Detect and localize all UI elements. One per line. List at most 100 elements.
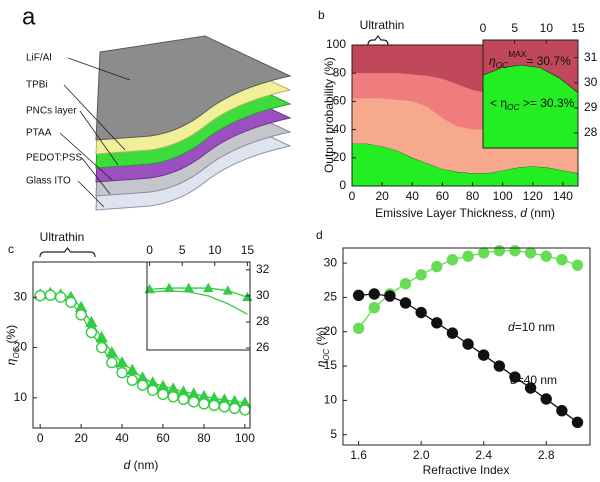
- x-tick-label: 60: [436, 189, 450, 203]
- leader: [63, 84, 126, 151]
- text-part: >= 30.3%: [520, 96, 575, 110]
- x-tick-label: 20: [74, 431, 88, 445]
- y-tick-label: 30: [584, 75, 598, 89]
- text-part: (%): [314, 327, 328, 349]
- x-tick-label: 120: [523, 189, 543, 203]
- text-part: η: [314, 360, 328, 367]
- marker: [65, 296, 77, 308]
- marker: [556, 404, 568, 417]
- y-tick-label: 30: [256, 288, 270, 302]
- x-tick-label: 5: [179, 243, 186, 257]
- marker: [493, 360, 506, 372]
- y-axis-label: ηOC (%): [4, 325, 21, 365]
- marker: [446, 253, 459, 266]
- marker: [477, 349, 490, 361]
- text-part: (nm): [527, 206, 555, 220]
- marker: [126, 374, 138, 386]
- line: [149, 290, 248, 315]
- marker: [556, 253, 568, 266]
- text-part: (nm): [130, 458, 158, 472]
- text-part: d: [520, 206, 527, 220]
- text-part: η: [4, 358, 18, 365]
- y-tick-label: 10: [14, 390, 28, 404]
- layer-lif-al: [95, 35, 292, 141]
- marker: [218, 401, 231, 413]
- text-part: (%): [4, 325, 18, 347]
- text-part: d: [510, 373, 517, 387]
- text-part: = 30.7%: [526, 54, 571, 68]
- x-tick-label: 10: [540, 21, 554, 35]
- x-tick-label: 0: [146, 243, 153, 257]
- marker: [144, 283, 155, 294]
- marker: [509, 245, 521, 257]
- x-tick-label: 20: [375, 189, 389, 203]
- plot-background: [147, 262, 250, 350]
- marker: [126, 363, 139, 375]
- marker: [105, 346, 119, 358]
- bracket: [367, 35, 389, 46]
- x-tick-label: 80: [466, 189, 480, 203]
- layer-label: PEDOT:PSS: [26, 153, 82, 164]
- marker: [571, 259, 584, 271]
- bracket-label: Ultrathin: [40, 230, 85, 244]
- x-tick-label: 15: [241, 243, 255, 257]
- leader: [77, 180, 105, 208]
- annotation: d=40 nm: [510, 373, 557, 387]
- panel-label: a: [22, 3, 36, 30]
- y-tick-label: 10: [324, 393, 338, 407]
- x-tick-label: 40: [115, 431, 129, 445]
- marker: [85, 326, 98, 339]
- y-tick-label: 30: [324, 255, 338, 269]
- marker: [239, 404, 251, 416]
- x-axis-label: Refractive Index: [423, 463, 510, 477]
- marker: [75, 309, 87, 321]
- panel-label: d: [316, 228, 323, 242]
- marker: [147, 384, 159, 396]
- leader-lines: [59, 57, 131, 208]
- y-tick-label: 15: [324, 358, 338, 372]
- plot-frame: [146, 261, 251, 351]
- y-tick-label: 20: [14, 340, 28, 354]
- x-tick-label: 2.0: [413, 448, 430, 462]
- y-tick-label: 28: [584, 125, 598, 139]
- marker: [399, 277, 412, 290]
- marker: [115, 356, 129, 368]
- x-tick-label: 2.8: [538, 448, 555, 462]
- x-tick-label: 60: [156, 431, 170, 445]
- marker: [493, 245, 506, 257]
- x-tick-label: 0: [480, 21, 487, 35]
- layer-label: TPBi: [26, 80, 48, 91]
- x-axis-label: Emissive Layer Thickness, d (nm): [375, 206, 555, 220]
- marker: [540, 393, 552, 405]
- annotation: d=10 nm: [508, 320, 555, 334]
- marker: [524, 247, 537, 259]
- marker: [177, 393, 190, 406]
- y-tick-label: 20: [333, 150, 347, 164]
- y-tick-label: 28: [256, 314, 270, 328]
- marker: [399, 297, 412, 309]
- x-tick-label: 5: [511, 21, 518, 35]
- y-tick-label: 20: [324, 324, 338, 338]
- x-tick-label: 15: [571, 21, 585, 35]
- y-tick-label: 32: [256, 262, 270, 276]
- leader: [81, 157, 111, 195]
- bracket: [39, 247, 96, 258]
- text-part: OC: [12, 346, 21, 358]
- text-part: d: [124, 458, 131, 472]
- marker: [431, 260, 443, 273]
- marker: [415, 306, 427, 319]
- leader: [67, 57, 131, 81]
- text-part: Emissive Layer Thickness,: [375, 206, 520, 220]
- y-tick-label: 0: [339, 178, 346, 192]
- marker: [208, 399, 220, 412]
- plot-frame: [482, 39, 579, 149]
- y-tick-label: 25: [324, 290, 338, 304]
- layer-label: Glass ITO: [26, 176, 71, 187]
- marker: [242, 291, 253, 302]
- x-tick-label: 100: [235, 431, 255, 445]
- marker: [462, 250, 474, 262]
- y-tick-label: 29: [584, 100, 598, 114]
- marker: [352, 322, 365, 335]
- text-part: OC: [507, 102, 521, 112]
